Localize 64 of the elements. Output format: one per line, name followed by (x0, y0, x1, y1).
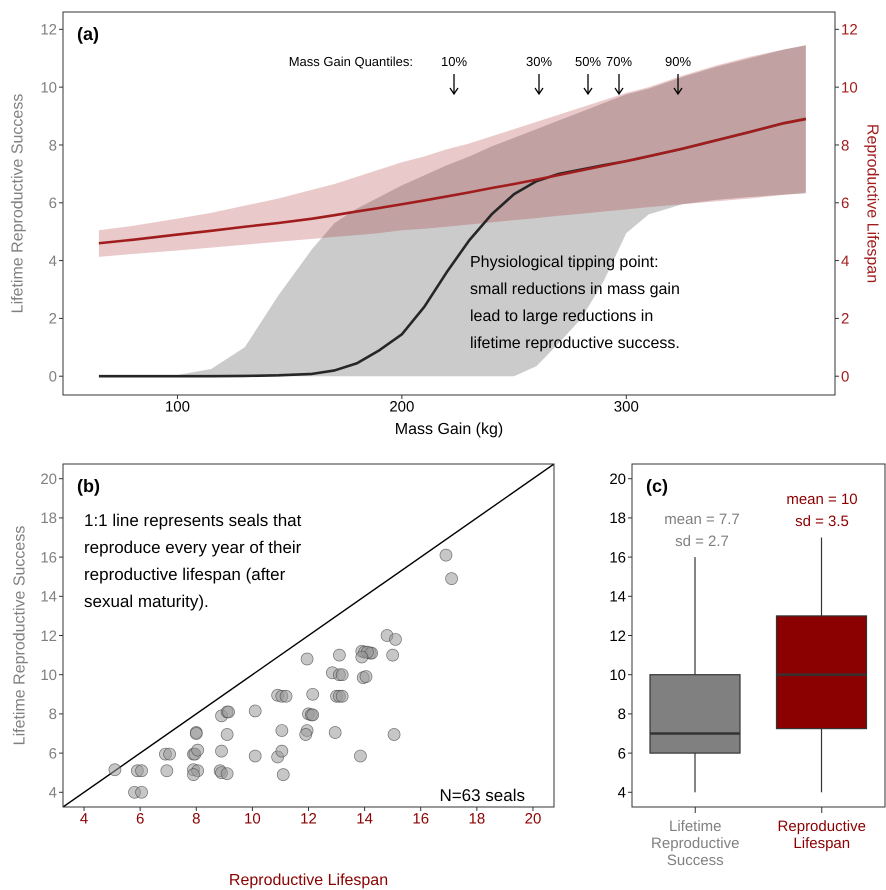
x-tick-label: 18 (468, 810, 486, 828)
x-tick-label: 20 (524, 810, 542, 828)
x-tick-label: 14 (356, 810, 373, 828)
text: (a) (77, 24, 100, 44)
line-series (98, 118, 808, 245)
x-tick-label: 4 (80, 810, 88, 828)
annotation: mean = 10 sd = 3.5 (786, 491, 858, 530)
y2-tick-label: 8 (841, 137, 850, 154)
y-tick-label: 8 (48, 137, 57, 154)
y-tick-label: 10 (40, 667, 57, 684)
annotation: Physiological tipping point: small reductions in mass gain lead to large reductions in lifetime reproductive success. (470, 254, 680, 352)
x-tick-label: 8 (192, 810, 200, 828)
y2-tick-label: 4 (841, 252, 850, 270)
y-tick-label: 4 (48, 252, 57, 270)
annotation: mean = 7.7 sd = 2.7 (664, 511, 740, 550)
annotation: 70% (606, 54, 632, 69)
x-tick-label: 300 (614, 398, 639, 416)
x-tick-label: 10 (244, 810, 261, 828)
annotation: 30% (526, 54, 552, 69)
y-tick-label: 6 (48, 745, 57, 762)
y-tick-label: 6 (618, 745, 626, 762)
x-tick-label: 6 (136, 810, 144, 828)
y-tick-label: 20 (609, 471, 626, 488)
y-tick-label: 16 (40, 549, 57, 566)
text: (b) (77, 476, 100, 496)
x-axis-title: Mass Gain (kg) (394, 421, 504, 438)
y-tick-label: 18 (609, 510, 626, 528)
y2-tick-label: 2 (841, 310, 850, 328)
x-tick-label: Lifetime Reproductive Success (651, 818, 740, 869)
y-tick-label: 20 (40, 471, 57, 488)
text: (c) (646, 476, 668, 496)
x-tick-label: 200 (389, 398, 414, 416)
y-tick-label: 12 (40, 628, 57, 645)
y2-tick-label: 10 (841, 79, 858, 96)
x-axis-title: Reproductive Lifespan (228, 872, 388, 889)
y2-axis-title: Reproductive Lifespan (864, 124, 880, 284)
annotation: 10% (440, 54, 468, 69)
annotation: Mass Gain Quantiles: (288, 54, 413, 69)
annotation: 90% (664, 54, 692, 69)
y-tick-label: 16 (609, 549, 626, 566)
y2-tick-label: 6 (841, 195, 850, 212)
y-tick-label: 8 (48, 706, 57, 724)
y-tick-label: 10 (40, 79, 57, 96)
y-tick-label: 0 (48, 368, 57, 386)
y2-tick-label: 12 (841, 22, 858, 39)
y-tick-label: 4 (618, 784, 626, 802)
annotation: 1:1 line represents seals that reproduce every year of their reproductive lifespan (after sexual maturity). (84, 511, 302, 611)
y-tick-label: 6 (48, 195, 57, 212)
y-tick-label: 10 (609, 667, 626, 684)
y-tick-label: 14 (609, 588, 626, 606)
y-tick-label: 4 (48, 784, 57, 802)
x-tick-label: 12 (300, 810, 317, 828)
y-tick-label: 2 (48, 310, 57, 328)
y-tick-label: 18 (40, 510, 57, 528)
y-tick-label: 14 (40, 588, 57, 606)
x-tick-label: 16 (412, 810, 430, 828)
y2-tick-label: 0 (841, 368, 850, 386)
annotation: N=63 seals (439, 786, 525, 805)
y-tick-label: 12 (609, 628, 626, 645)
y-tick-label: 12 (40, 22, 57, 39)
x-tick-label: 100 (164, 398, 190, 416)
annotation: 50% (574, 54, 602, 69)
x-tick-label: Reproductive Lifespan (778, 818, 866, 852)
y-tick-label: 8 (618, 706, 626, 724)
